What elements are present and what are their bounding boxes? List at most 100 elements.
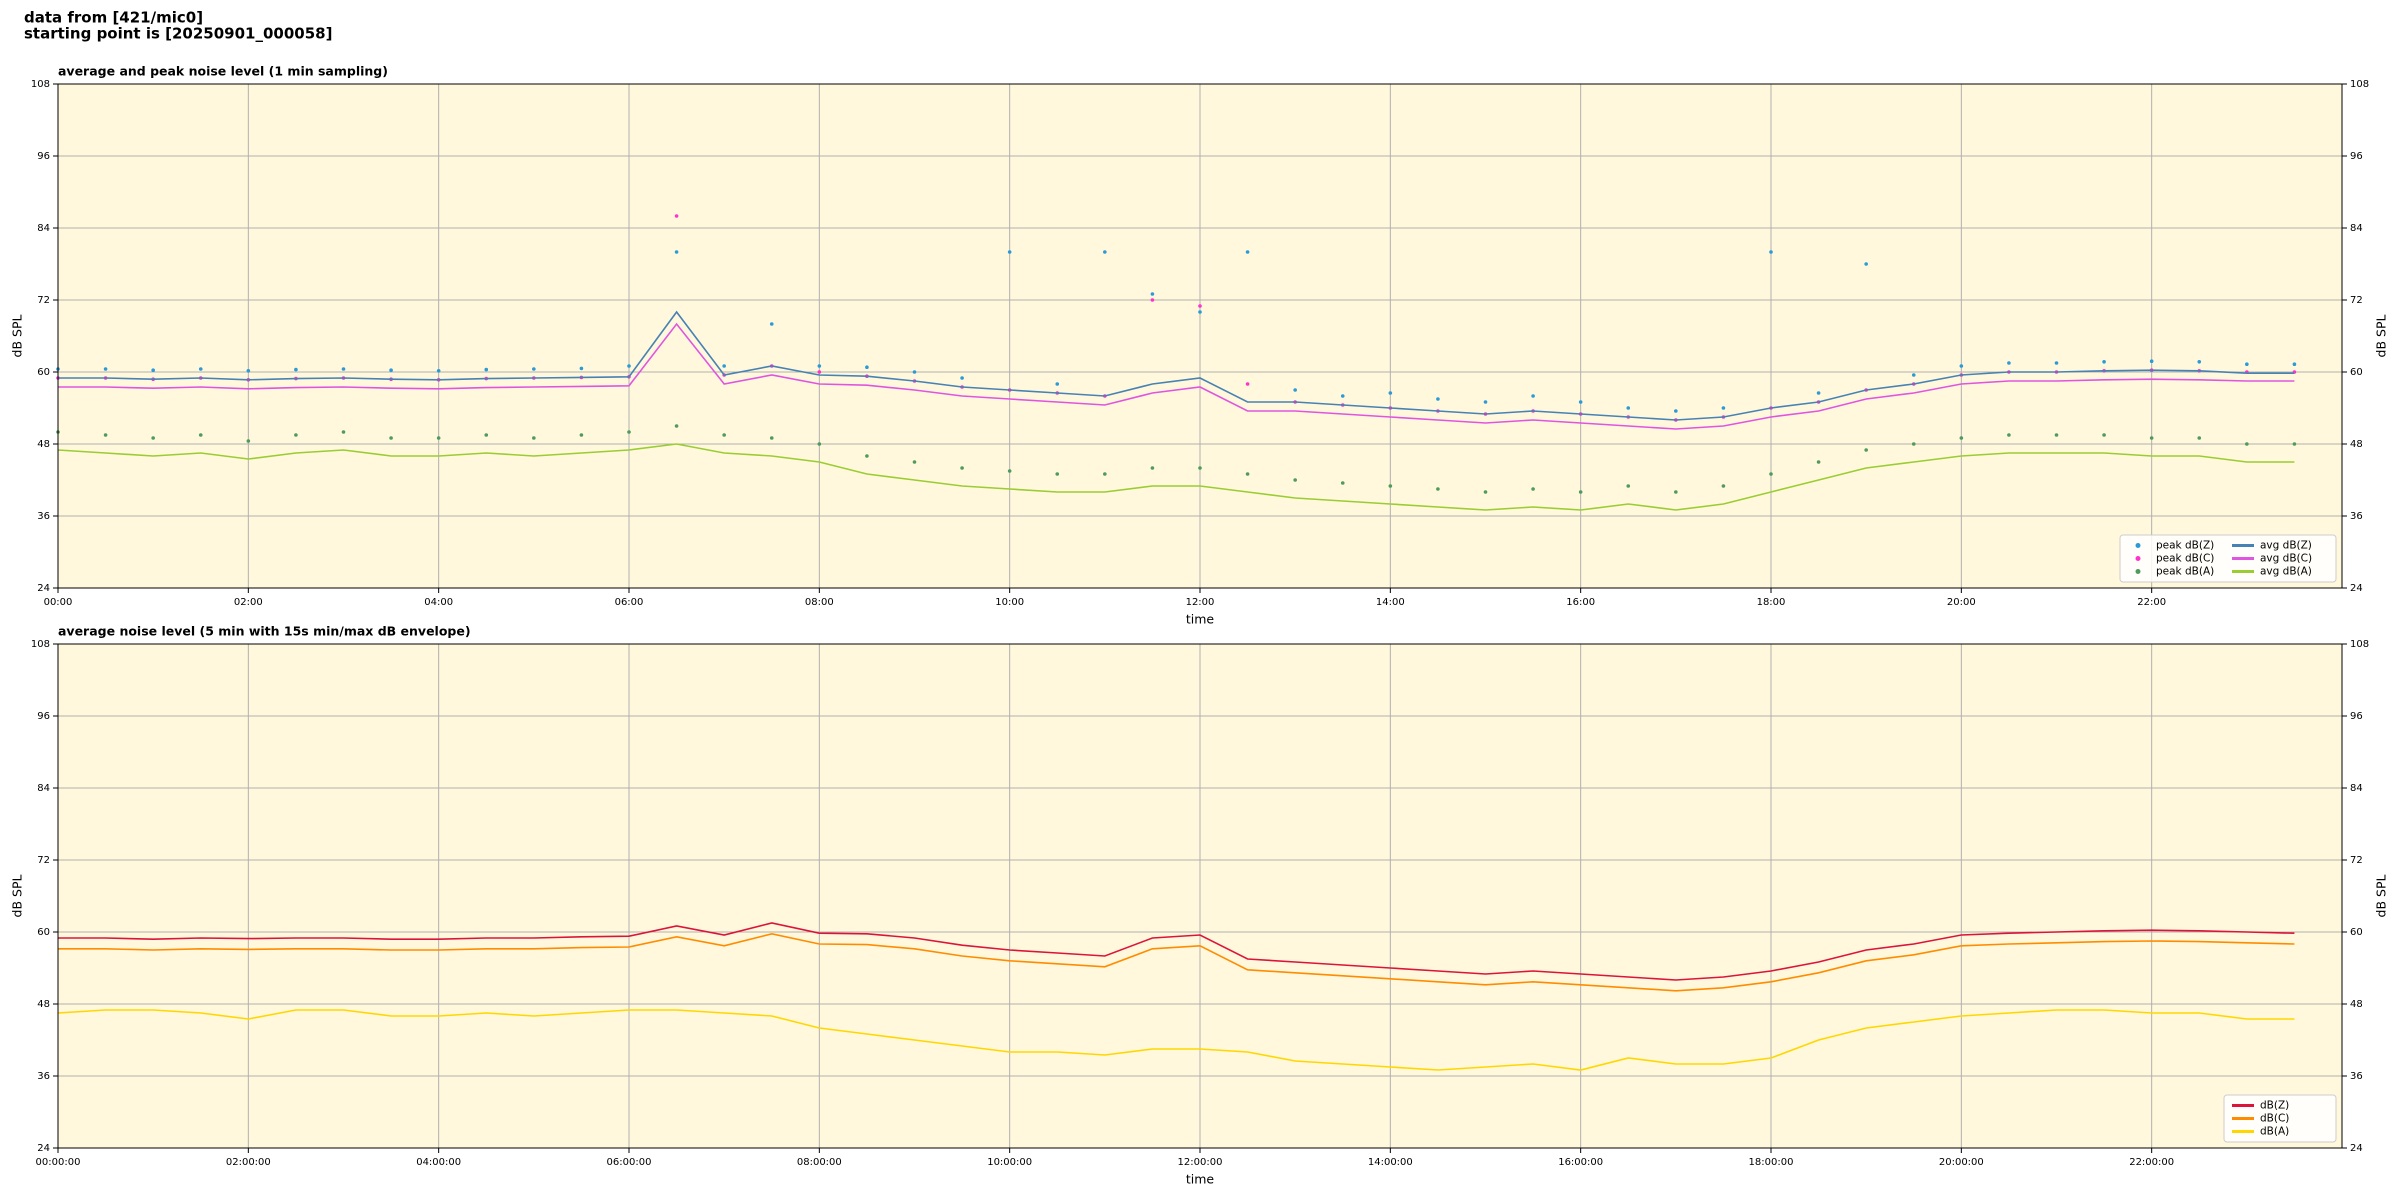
- y-tick-label: 96: [37, 711, 50, 722]
- peak-point: [912, 370, 917, 374]
- peak-point: [2245, 442, 2249, 446]
- peak-point: [151, 436, 155, 440]
- peak-point: [1388, 484, 1393, 488]
- peak-point: [1911, 442, 1916, 446]
- peak-point: [436, 369, 441, 373]
- peak-point: [198, 367, 203, 371]
- y-tick-label: 96: [37, 151, 50, 162]
- peak-point: [769, 436, 774, 440]
- peak-point: [1340, 481, 1345, 485]
- x-tick-label: 06:00: [615, 597, 644, 608]
- x-tick-label: 14:00:00: [1368, 1157, 1413, 1168]
- peak-point: [198, 433, 203, 437]
- legend-label: dB(C): [2260, 1113, 2289, 1125]
- legend-box: [2119, 534, 2337, 583]
- y2-axis-label: dB SPL: [2374, 315, 2389, 358]
- peak-point: [1769, 250, 1773, 254]
- y2-tick-label: 84: [2350, 783, 2363, 794]
- legend-label: peak dB(Z): [2156, 540, 2214, 552]
- x-tick-label: 12:00:00: [1178, 1157, 1223, 1168]
- x-tick-label: 20:00:00: [1939, 1157, 1984, 1168]
- y2-tick-label: 48: [2350, 439, 2363, 450]
- peak-point: [246, 439, 251, 443]
- peak-point: [1055, 472, 1060, 476]
- peak-point: [769, 322, 774, 326]
- peak-point: [2149, 436, 2154, 440]
- peak-point: [436, 436, 441, 440]
- peak-point: [1626, 406, 1631, 410]
- x-tick-label: 22:00: [2137, 597, 2166, 608]
- y2-tick-label: 36: [2350, 1071, 2363, 1082]
- peak-point: [960, 466, 964, 470]
- peak-point: [294, 367, 298, 372]
- legend-label: dB(A): [2260, 1126, 2289, 1138]
- x-tick-label: 08:00: [805, 597, 834, 608]
- y2-axis-label: dB SPL: [2374, 875, 2389, 918]
- x-tick-label: 12:00: [1186, 597, 1215, 608]
- y-tick-label: 72: [37, 295, 50, 306]
- x-tick-label: 04:00: [424, 597, 453, 608]
- peak-point: [2007, 361, 2011, 365]
- y-tick-label: 36: [37, 1071, 50, 1082]
- y-tick-label: 48: [37, 439, 50, 450]
- peak-point: [1531, 394, 1535, 398]
- y2-tick-label: 60: [2350, 927, 2363, 938]
- x-tick-label: 06:00:00: [607, 1157, 652, 1168]
- y-tick-label: 36: [37, 511, 50, 522]
- peak-point: [674, 214, 679, 218]
- peak-point: [627, 364, 631, 368]
- peak-point: [151, 368, 155, 373]
- peak-point: [389, 436, 393, 440]
- x-tick-label: 00:00: [44, 597, 73, 608]
- y2-tick-label: 108: [2350, 639, 2369, 650]
- peak-point: [2054, 433, 2059, 437]
- series-line: [58, 932, 2295, 992]
- peak-point: [627, 430, 631, 434]
- series-line: [57, 1009, 2295, 1071]
- y2-tick-label: 72: [2350, 855, 2363, 866]
- legend-label: peak dB(C): [2156, 553, 2214, 565]
- peak-point: [532, 436, 536, 440]
- legend-label: dB(Z): [2260, 1100, 2289, 1112]
- peak-point: [246, 369, 251, 373]
- peak-point: [674, 424, 679, 428]
- peak-point: [1198, 310, 1202, 314]
- y2-tick-label: 108: [2350, 79, 2369, 90]
- peak-point: [1911, 373, 1916, 377]
- peak-point: [2292, 362, 2297, 367]
- peak-point: [1864, 262, 1868, 266]
- peak-point: [1578, 490, 1583, 494]
- peak-point: [103, 433, 108, 437]
- peak-point: [1198, 466, 1202, 470]
- plot-frame: [57, 83, 2343, 589]
- legend-label: avg dB(C): [2260, 553, 2312, 565]
- y2-tick-label: 24: [2350, 583, 2363, 594]
- y2-tick-label: 60: [2350, 367, 2363, 378]
- peak-point: [1959, 436, 1964, 440]
- chart-title: average noise level (5 min with 15s min/…: [58, 624, 471, 639]
- peak-point: [1436, 487, 1440, 491]
- peak-point: [1578, 400, 1583, 404]
- y-axis-label: dB SPL: [10, 875, 25, 918]
- peak-point: [1245, 250, 1250, 254]
- x-tick-label: 04:00:00: [416, 1157, 461, 1168]
- peak-point: [1150, 298, 1155, 302]
- x-tick-label: 18:00: [1757, 597, 1786, 608]
- peak-point: [103, 367, 108, 371]
- peak-point: [1150, 466, 1155, 470]
- x-tick-label: 00:00:00: [36, 1157, 81, 1168]
- y-tick-label: 84: [37, 223, 50, 234]
- peak-point: [865, 365, 869, 370]
- peak-point: [1721, 484, 1726, 488]
- peak-point: [2197, 360, 2202, 364]
- peak-point: [484, 433, 489, 437]
- y-tick-label: 24: [37, 583, 50, 594]
- x-axis-label: time: [1186, 1172, 1215, 1187]
- header-source: data from [421/mic0]: [24, 9, 203, 27]
- peak-point: [1531, 487, 1535, 491]
- x-tick-label: 20:00: [1947, 597, 1976, 608]
- peak-point: [1150, 292, 1155, 296]
- peak-point: [2245, 362, 2249, 367]
- peak-point: [341, 367, 346, 371]
- peak-point: [294, 433, 298, 437]
